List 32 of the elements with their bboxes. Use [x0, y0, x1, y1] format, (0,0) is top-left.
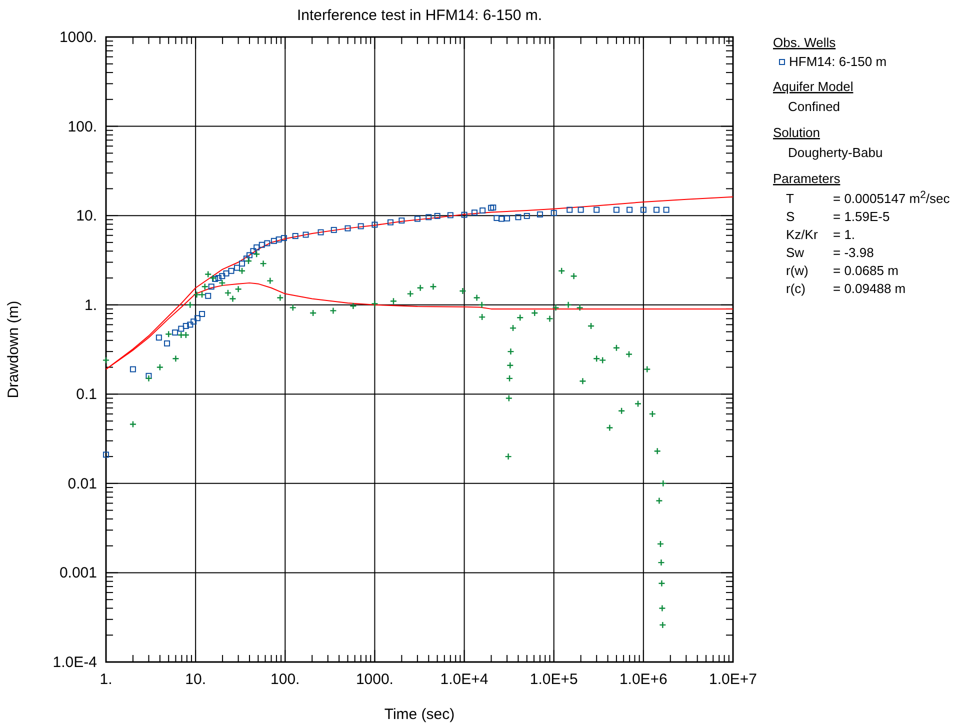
x-tick-label: 1.0E+6: [619, 671, 668, 688]
x-tick-label: 1.0E+4: [440, 671, 488, 688]
x-tick-label: 1000.: [356, 671, 394, 688]
x-tick-label: 1.: [100, 671, 112, 688]
x-tick-label: 100.: [270, 671, 300, 688]
text: Kz/Kr = 1.: [786, 227, 856, 242]
legend-title: Obs. Wells: [773, 35, 836, 50]
x-tick-label: 1.0E+7: [709, 671, 757, 688]
y-tick-label: 0.1: [76, 386, 97, 404]
y-tick-label: 1000.: [59, 29, 97, 46]
legend-label: HFM14: 6-150 m: [789, 54, 887, 69]
text: Parameters: [773, 171, 841, 186]
y-tick-label: 1.: [84, 296, 97, 314]
text: T = 0.0005147 m$^{2}$/sec: [786, 190, 950, 206]
x-axis-title: Time (sec): [384, 706, 455, 723]
y-tick-label: 100.: [68, 118, 97, 136]
y-tick-label: 10.: [76, 208, 97, 225]
x-tick-label: 1.0E+5: [530, 671, 578, 688]
x-tick-label: 10.: [185, 671, 206, 688]
text: r(c) = 0.09488 m: [786, 281, 906, 296]
chart-title: Interference test in HFM14: 6-150 m.: [296, 7, 542, 24]
text: Confined: [788, 99, 840, 114]
y-tick-label: 1.0E-4: [52, 654, 97, 671]
y-tick-label: 0.01: [68, 475, 97, 492]
text: S = 1.59E-5: [786, 209, 890, 224]
text: r(w) = 0.0685 m: [786, 263, 898, 278]
text: Aquifer Model: [773, 79, 854, 94]
text: Solution: [773, 125, 820, 140]
y-axis-title: Drawdown (m): [5, 300, 22, 398]
y-tick-label: 0.001: [59, 564, 97, 582]
text: Sw = -3.98: [786, 245, 874, 260]
text: Dougherty-Babu: [788, 145, 883, 160]
